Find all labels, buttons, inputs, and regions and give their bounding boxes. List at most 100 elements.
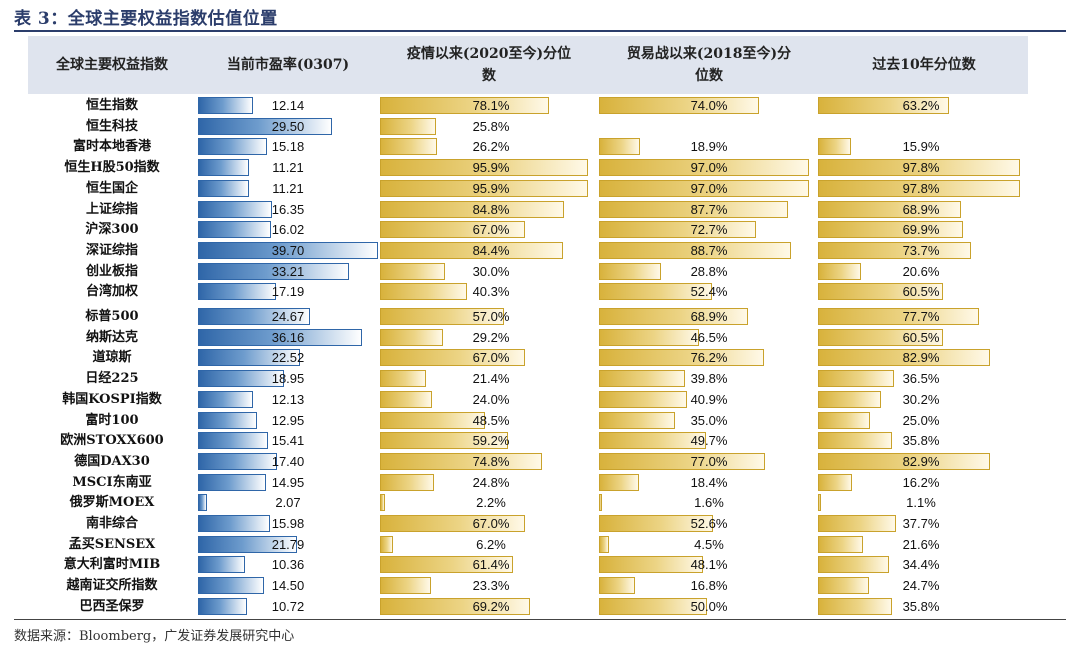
index-name: 恒生指数 [85, 98, 138, 113]
p1-percentile-value: 2.2% [476, 495, 506, 511]
pe-value: 15.18 [271, 139, 305, 155]
p3-percentile-bar [818, 535, 863, 553]
p2-percentile-value: 48.1% [690, 557, 728, 573]
p2-percentile-value: 77.0% [690, 453, 728, 469]
p3-percentile-value: 35.8% [902, 433, 940, 449]
table-row: 越南证交所指数 14.50 23.3% 16.8% 24.7% [0, 576, 1080, 595]
p1-percentile-bar [380, 179, 589, 197]
p2-percentile-value: 97.0% [690, 180, 728, 196]
pe-value: 39.70 [271, 242, 305, 258]
pe-bar [198, 283, 276, 301]
pe-value: 21.79 [271, 536, 305, 552]
pe-bar [198, 328, 362, 346]
p1-percentile-bar [380, 370, 427, 388]
p1-percentile-bar [380, 97, 550, 114]
pe-bar [198, 556, 245, 574]
table-row: 台湾加权 17.19 40.3% 52.4% 60.5% [0, 282, 1080, 301]
pe-bar [198, 349, 301, 367]
index-name: 纳斯达克 [85, 329, 138, 345]
table-row: 恒生国企 11.21 95.9% 97.0% 97.8% [0, 179, 1080, 198]
p3-percentile-value: 25.0% [902, 412, 940, 428]
p1-percentile-bar [380, 328, 444, 346]
p3-percentile-bar [818, 138, 851, 156]
p2-percentile-bar [599, 452, 766, 470]
p2-percentile-bar [599, 221, 757, 239]
p1-percentile-value: 67.0% [472, 222, 510, 238]
p1-percentile-value: 29.2% [472, 329, 510, 345]
p2-percentile-value: 18.9% [690, 139, 728, 155]
p3-percentile-bar [818, 97, 949, 114]
p2-percentile-bar [599, 179, 809, 197]
p2-percentile-bar [599, 473, 639, 491]
p3-percentile-bar [818, 221, 963, 239]
p2-percentile-bar [599, 494, 603, 512]
p1-percentile-bar [380, 308, 504, 325]
p2-percentile-bar [599, 159, 809, 177]
p3-percentile-bar [818, 577, 870, 595]
p2-percentile-value: 68.9% [690, 309, 728, 324]
header-epidemic-line2: 数 [482, 68, 496, 84]
p3-percentile-value: 77.7% [902, 309, 940, 324]
p3-percentile-value: 68.9% [902, 201, 940, 217]
header-epidemic-line1: 疫情以来(2020至今)分位 [406, 46, 572, 62]
p2-percentile-value: 74.0% [690, 98, 728, 113]
caption-rule [14, 30, 1066, 32]
table-row: 俄罗斯MOEX 2.07 2.2% 1.6% 1.1% [0, 493, 1080, 512]
p2-percentile-value: 1.6% [694, 495, 724, 511]
pe-bar [198, 241, 378, 259]
p2-percentile-bar [599, 535, 609, 553]
header-pe: 当前市盈率(0307) [226, 57, 350, 73]
index-name: 恒生H股50指数 [64, 160, 160, 176]
pe-value: 17.19 [271, 284, 305, 300]
index-name: 韩国KOSPI指数 [62, 391, 162, 407]
p1-percentile-bar [380, 597, 531, 615]
p1-percentile-bar [380, 556, 514, 574]
p2-percentile-bar [599, 138, 640, 156]
p3-percentile-value: 97.8% [902, 160, 940, 176]
p2-percentile-bar [599, 308, 748, 325]
p3-percentile-bar [818, 179, 1021, 197]
table-row: 上证综指 16.35 84.8% 87.7% 68.9% [0, 200, 1080, 219]
p2-percentile-value: 52.6% [690, 516, 728, 531]
p3-percentile-value: 60.5% [902, 284, 940, 300]
index-name: 恒生科技 [85, 118, 138, 134]
pe-value: 22.52 [271, 350, 305, 366]
p3-percentile-value: 97.8% [902, 180, 940, 196]
pe-bar [198, 370, 284, 388]
p1-percentile-value: 21.4% [472, 371, 510, 387]
table-row: 纳斯达克 36.16 29.2% 46.5% 60.5% [0, 328, 1080, 347]
pe-bar [198, 432, 268, 450]
p2-percentile-value: 28.8% [690, 263, 728, 279]
pe-value: 10.36 [271, 557, 305, 573]
p1-percentile-value: 25.8% [472, 118, 510, 134]
p1-percentile-bar [380, 432, 509, 450]
p2-percentile-value: 52.4% [690, 284, 728, 300]
p2-percentile-value: 4.5% [694, 536, 724, 552]
p3-percentile-bar [818, 411, 870, 429]
index-name: 台湾加权 [85, 284, 138, 300]
index-name: 富时100 [85, 412, 139, 428]
p3-percentile-value: 24.7% [902, 578, 940, 594]
pe-bar [198, 411, 257, 429]
index-name: 富时本地香港 [72, 139, 151, 155]
p1-percentile-value: 95.9% [472, 180, 510, 196]
header-tenyear: 过去10年分位数 [872, 57, 976, 73]
p3-percentile-value: 20.6% [902, 263, 940, 279]
index-name: 深证综指 [85, 242, 138, 258]
p1-percentile-bar [380, 473, 434, 491]
table-row: 德国DAX30 17.40 74.8% 77.0% 82.9% [0, 452, 1080, 471]
index-name: 意大利富时MIB [63, 557, 161, 573]
table-row: 南非综合 15.98 67.0% 52.6% 37.7% [0, 514, 1080, 533]
p2-percentile-bar [599, 283, 713, 301]
p1-percentile-value: 74.8% [472, 453, 510, 469]
pe-value: 11.21 [272, 180, 304, 196]
p1-percentile-bar [380, 535, 394, 553]
p2-percentile-value: 46.5% [690, 329, 728, 345]
p1-percentile-bar [380, 221, 526, 239]
table-row: 欧洲STOXX600 15.41 59.2% 49.7% 35.8% [0, 431, 1080, 450]
p1-percentile-bar [380, 241, 564, 259]
pe-bar [198, 221, 271, 239]
p3-percentile-value: 21.6% [902, 536, 940, 552]
table-row: 富时本地香港 15.18 26.2% 18.9% 15.9% [0, 137, 1080, 156]
table-row: MSCI东南亚 14.95 24.8% 18.4% 16.2% [0, 473, 1080, 492]
